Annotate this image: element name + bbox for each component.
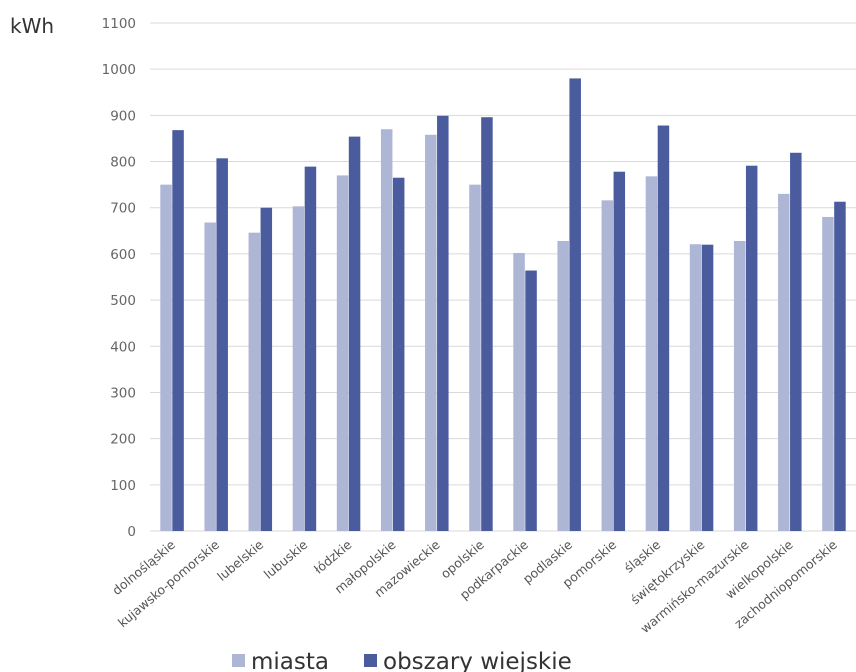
x-axis-category-labels: dolnośląskiekujawsko-pomorskielubelskiel… bbox=[109, 537, 840, 636]
bar-miasta-9 bbox=[557, 240, 569, 531]
bar-miasta-8 bbox=[513, 252, 525, 531]
bar-miasta-5 bbox=[380, 129, 393, 531]
legend: miasta obszary wiejskie bbox=[232, 649, 572, 672]
x-category-label-2: lubelskie bbox=[214, 537, 266, 584]
bar-miasta-13 bbox=[733, 240, 746, 531]
bar-obszary-wiejskie-11 bbox=[657, 125, 670, 532]
bar-obszary-wiejskie-12 bbox=[701, 244, 714, 531]
bar-obszary-wiejskie-8 bbox=[525, 270, 537, 531]
bar-obszary-wiejskie-13 bbox=[745, 165, 758, 531]
bar-miasta-0 bbox=[160, 184, 172, 532]
bar-miasta-4 bbox=[336, 175, 349, 531]
y-tick-label-400: 400 bbox=[110, 339, 136, 355]
x-category-label-12: świętokrzyskie bbox=[628, 537, 708, 608]
bar-obszary-wiejskie-2 bbox=[260, 207, 273, 531]
bar-obszary-wiejskie-3 bbox=[304, 166, 317, 531]
x-category-label-3: lubuskie bbox=[261, 537, 311, 582]
y-tick-label-100: 100 bbox=[110, 478, 136, 494]
y-tick-label-500: 500 bbox=[110, 293, 136, 309]
bar-obszary-wiejskie-15 bbox=[834, 201, 846, 531]
bar-miasta-1 bbox=[204, 222, 216, 532]
bar-miasta-15 bbox=[822, 216, 834, 532]
bar-obszary-wiejskie-0 bbox=[172, 130, 184, 531]
bar-miasta-6 bbox=[425, 134, 437, 531]
bar-miasta-10 bbox=[601, 200, 614, 531]
y-tick-label-1100: 1100 bbox=[102, 16, 136, 32]
bar-obszary-wiejskie-7 bbox=[481, 117, 493, 531]
y-tick-label-700: 700 bbox=[110, 201, 136, 217]
bar-obszary-wiejskie-4 bbox=[348, 136, 361, 531]
legend-label-1: obszary wiejskie bbox=[383, 649, 572, 672]
legend-label-0: miasta bbox=[251, 649, 329, 672]
y-tick-label-300: 300 bbox=[110, 385, 136, 401]
y-tick-label-1000: 1000 bbox=[102, 62, 136, 78]
y-tick-label-800: 800 bbox=[110, 155, 136, 171]
bar-obszary-wiejskie-1 bbox=[216, 158, 228, 531]
bar-miasta-14 bbox=[778, 193, 790, 531]
legend-swatch-1 bbox=[364, 654, 377, 667]
legend-swatch-0 bbox=[232, 654, 245, 667]
bar-obszary-wiejskie-14 bbox=[790, 152, 802, 531]
bar-miasta-11 bbox=[645, 176, 658, 531]
bar-obszary-wiejskie-10 bbox=[613, 171, 626, 532]
bar-obszary-wiejskie-5 bbox=[392, 177, 405, 531]
bar-obszary-wiejskie-9 bbox=[569, 78, 581, 531]
bar-miasta-3 bbox=[292, 206, 305, 532]
y-tick-label-0: 0 bbox=[127, 524, 136, 540]
y-axis-tick-labels: 0 100 200 300 400 500 600 700 800 900 1000 1100 bbox=[102, 16, 136, 540]
y-tick-label-600: 600 bbox=[110, 247, 136, 263]
y-tick-label-900: 900 bbox=[110, 108, 136, 124]
bar-miasta-7 bbox=[469, 184, 481, 532]
y-axis-unit-label: kWh bbox=[10, 14, 54, 38]
bar-obszary-wiejskie-6 bbox=[437, 115, 449, 532]
y-tick-label-200: 200 bbox=[110, 432, 136, 448]
bar-miasta-2 bbox=[248, 232, 261, 531]
bars bbox=[160, 78, 846, 532]
bar-miasta-12 bbox=[689, 244, 702, 531]
